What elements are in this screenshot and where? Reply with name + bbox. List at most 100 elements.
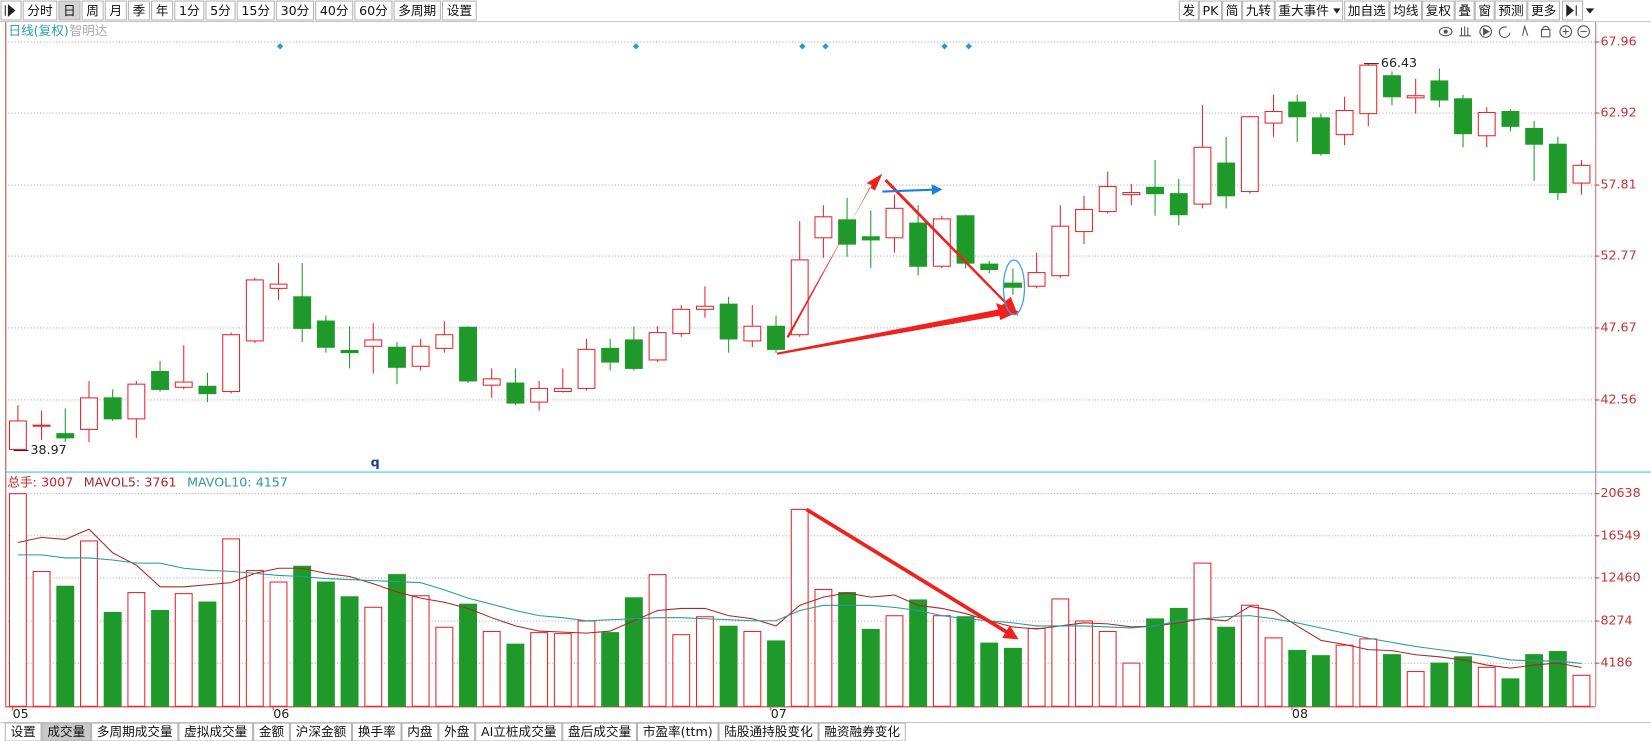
toolbar-button-label[interactable]: 年 — [156, 3, 169, 18]
toolbar-button[interactable] — [205, 0, 236, 21]
tab-label[interactable]: AI立桩成交量 — [481, 724, 557, 739]
toolbar-button-label[interactable]: 窗 — [1478, 3, 1491, 18]
toolbar-button[interactable] — [81, 0, 104, 21]
tab-label[interactable]: 市盈率(ttm) — [643, 724, 713, 739]
dropdown-arrow[interactable] — [1333, 8, 1341, 14]
tab[interactable] — [91, 722, 179, 741]
candle-body — [1122, 192, 1141, 196]
toolbar-button-label[interactable]: 重大事件 — [1278, 3, 1329, 18]
plot: 42.56 47.67 52.77 57.81 62.92 67.96 66.43 38.97… — [5, 34, 1641, 721]
toolbar-button[interactable] — [1494, 0, 1528, 21]
toolbar-button-label[interactable]: 日 — [63, 3, 76, 18]
toolbar-button[interactable] — [1178, 0, 1199, 21]
toolbar-button[interactable] — [151, 0, 174, 21]
chart-tools[interactable] — [1438, 24, 1590, 38]
tab-label[interactable]: 金额 — [259, 724, 285, 739]
candle-body — [553, 387, 572, 393]
toolbar-button[interactable] — [1274, 0, 1344, 21]
toolbar-button[interactable] — [22, 0, 58, 21]
toolbar-button-label[interactable]: 60分 — [359, 3, 388, 18]
tab-label[interactable]: 外盘 — [444, 724, 470, 739]
tab-label[interactable]: 换手率 — [358, 724, 396, 739]
ma-line — [17, 554, 1582, 664]
toolbar-button-label[interactable]: 分时 — [27, 3, 53, 18]
toolbar-button-label[interactable]: 加自选 — [1348, 3, 1386, 18]
toolbar-button[interactable] — [1422, 0, 1455, 21]
toolbar-end-icons[interactable] — [1562, 0, 1595, 21]
toolbar-button-label[interactable]: 5分 — [210, 3, 231, 18]
toolbar-button-label[interactable]: 40分 — [320, 3, 349, 18]
toolbar-button[interactable] — [393, 0, 441, 21]
toolbar-button-label[interactable]: 季 — [133, 3, 146, 18]
toolbar-button-label[interactable]: 均线 — [1393, 3, 1419, 18]
toolbar-button-label[interactable]: PK — [1202, 3, 1219, 18]
tab[interactable] — [636, 722, 719, 741]
candle-body — [577, 348, 596, 389]
candle-body — [743, 325, 762, 342]
toolbar-button[interactable] — [441, 0, 477, 21]
volume-bar — [1027, 627, 1046, 707]
toolbar-button[interactable] — [104, 0, 127, 21]
toolbar-button[interactable] — [1344, 0, 1390, 21]
tab-label[interactable]: 虚拟成交量 — [184, 724, 248, 739]
candle-body — [364, 339, 383, 347]
toolbar-button-label[interactable]: 多周期 — [398, 3, 436, 18]
toolbar-button-label[interactable]: 简 — [1226, 3, 1239, 18]
toolbar-button[interactable] — [1389, 0, 1423, 21]
candle-body — [1501, 110, 1520, 127]
tab[interactable] — [352, 722, 402, 741]
tab-label[interactable]: 多周期成交量 — [97, 724, 173, 739]
tab[interactable] — [289, 722, 353, 741]
toolbar-button-label[interactable]: 设置 — [447, 3, 472, 18]
toolbar-button[interactable] — [1454, 0, 1475, 21]
toolbar-button-label[interactable]: 15分 — [241, 3, 270, 18]
y-tick-label: 57.81 — [1600, 177, 1636, 192]
toolbar-button[interactable] — [354, 0, 393, 21]
tab-label[interactable]: 盘后成交量 — [568, 724, 632, 739]
tab-label[interactable]: 融资融券变化 — [824, 724, 900, 739]
toolbar-button[interactable] — [236, 0, 275, 21]
tab[interactable] — [4, 722, 42, 741]
candle-body — [151, 370, 169, 390]
toolbar-button[interactable] — [127, 0, 150, 21]
tab[interactable] — [401, 722, 439, 741]
tab-label[interactable]: 内盘 — [407, 724, 433, 739]
tab[interactable] — [718, 722, 819, 741]
tab[interactable] — [818, 722, 906, 741]
toolbar-button[interactable] — [174, 0, 205, 21]
tab[interactable] — [438, 722, 476, 741]
toolbar-button[interactable] — [1474, 0, 1495, 21]
toolbar-button-label[interactable]: 复权 — [1426, 3, 1452, 18]
toolbar-button[interactable] — [315, 0, 354, 21]
toolbar-button[interactable] — [1527, 0, 1560, 21]
toolbar-button[interactable] — [58, 0, 81, 21]
tab-label[interactable]: 成交量 — [47, 724, 85, 739]
toolbar-button-label[interactable]: 月 — [109, 3, 122, 18]
toolbar-button-label[interactable]: 九转 — [1246, 3, 1272, 18]
volume-bar — [861, 628, 880, 707]
toolbar-button[interactable] — [275, 0, 315, 21]
x-tick-label: 07 — [771, 706, 787, 721]
toolbar-button-label[interactable]: 叠 — [1458, 3, 1471, 18]
tab[interactable] — [41, 722, 92, 741]
toolbar-button-label[interactable]: 1分 — [179, 3, 200, 18]
toolbar-button[interactable] — [1242, 0, 1275, 21]
tab[interactable] — [475, 722, 563, 741]
toolbar-button-label[interactable]: 30分 — [281, 3, 310, 18]
y-tick-label: 4186 — [1600, 655, 1632, 670]
toolbar-button-label[interactable]: 周 — [86, 3, 99, 18]
tab[interactable] — [562, 722, 637, 741]
toolbar-button-label[interactable]: 更多 — [1531, 3, 1556, 18]
tab-label[interactable]: 陆股通持股变化 — [724, 724, 813, 739]
toolbar-button-label[interactable]: 预测 — [1498, 3, 1523, 18]
toolbar-button[interactable] — [1222, 0, 1243, 21]
event-markers[interactable] — [276, 43, 972, 50]
volume-bar — [1311, 655, 1330, 707]
toolbar-button-label[interactable]: 发 — [1182, 3, 1195, 18]
toolbar-button[interactable] — [1198, 0, 1223, 21]
tab[interactable] — [178, 722, 254, 741]
tab-label[interactable]: 设置 — [11, 724, 36, 739]
toolbar-icon[interactable] — [0, 0, 22, 21]
tab[interactable] — [253, 722, 290, 741]
tab-label[interactable]: 沪深金额 — [296, 724, 347, 739]
